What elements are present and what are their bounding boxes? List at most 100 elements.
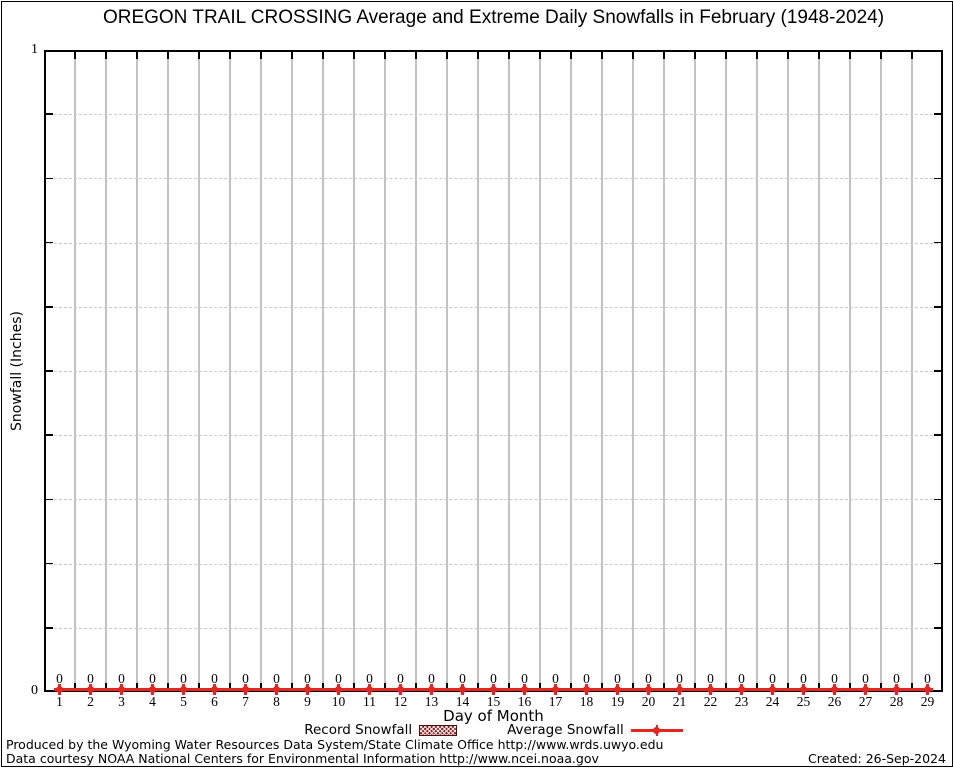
x-tick-label: 2 <box>87 694 94 709</box>
average-snowfall-point-marker <box>705 684 716 695</box>
x-tick-label: 28 <box>889 694 904 709</box>
y-tick-left <box>46 241 53 244</box>
average-snowfall-point-marker <box>519 684 530 695</box>
data-value-label: 0 <box>366 671 373 686</box>
data-value-label: 0 <box>521 671 528 686</box>
average-snowfall-point-marker <box>85 684 96 695</box>
x-tick-bottom <box>167 683 169 690</box>
average-snowfall-point-marker <box>54 684 65 695</box>
x-tick-bottom <box>787 683 789 690</box>
chart-title: OREGON TRAIL CROSSING Average and Extrem… <box>102 7 885 28</box>
average-snowfall-point-marker <box>767 684 778 695</box>
x-tick-top <box>384 52 386 59</box>
data-value-label: 0 <box>893 671 900 686</box>
x-tick-label: 1 <box>56 694 63 709</box>
data-value-label: 0 <box>831 671 838 686</box>
x-tick-bottom <box>74 683 76 690</box>
y-tick-left <box>46 113 53 115</box>
x-tick-top <box>291 52 293 59</box>
average-snowfall-point-marker <box>426 684 437 695</box>
data-value-label: 0 <box>862 671 869 686</box>
average-snowfall-point-marker <box>364 684 375 695</box>
x-tick-bottom <box>260 683 262 690</box>
x-tick-bottom <box>415 683 417 690</box>
y-tick-left <box>46 306 53 308</box>
x-tick-top <box>601 52 603 59</box>
x-tick-top <box>663 52 665 59</box>
x-tick-bottom <box>322 683 324 690</box>
average-snowfall-point-marker <box>457 684 468 695</box>
x-tick-bottom <box>539 683 541 690</box>
average-snowfall-point-marker <box>488 684 499 695</box>
x-tick-bottom <box>632 683 634 690</box>
x-tick-bottom <box>384 683 386 690</box>
legend-record-swatch-hatched-box-icon <box>419 724 458 736</box>
x-tick-bottom <box>508 683 510 690</box>
horizontal-gridline <box>44 499 943 501</box>
y-tick-right <box>934 241 941 244</box>
x-tick-label: 22 <box>703 694 718 709</box>
data-value-label: 0 <box>769 671 776 686</box>
x-tick-label: 26 <box>827 694 842 709</box>
average-snowfall-point-marker <box>209 684 220 695</box>
x-tick-bottom <box>198 683 200 690</box>
horizontal-gridline <box>44 242 943 244</box>
y-axis-label: Snowfall (Inches) <box>9 311 25 431</box>
x-tick-top <box>136 52 138 59</box>
horizontal-gridline <box>44 435 943 437</box>
data-value-label: 0 <box>428 671 435 686</box>
y-tick-right <box>934 177 941 180</box>
average-snowfall-point-marker <box>178 684 189 695</box>
average-snowfall-point-marker <box>395 684 406 695</box>
data-value-label: 0 <box>800 671 807 686</box>
horizontal-gridline <box>44 371 943 372</box>
x-tick-top <box>849 52 851 59</box>
x-tick-label: 14 <box>455 694 470 709</box>
x-tick-top <box>911 52 913 59</box>
x-tick-top <box>198 52 200 59</box>
data-value-label: 0 <box>707 671 714 686</box>
created-date-text: Created: 26-Sep-2024 <box>808 751 946 766</box>
average-snowfall-point-marker <box>829 684 840 695</box>
x-tick-top <box>632 52 634 59</box>
x-tick-bottom <box>663 683 665 690</box>
y-tick-label-min: 0 <box>31 683 38 698</box>
y-tick-left <box>46 434 53 436</box>
x-tick-top <box>322 52 324 59</box>
x-tick-bottom <box>477 683 479 690</box>
y-tick-left <box>46 562 53 565</box>
legend-average-label: Average Snowfall <box>507 722 624 738</box>
credit-wrds-text: Produced by the Wyoming Water Resources … <box>6 737 664 752</box>
y-tick-right <box>934 370 941 372</box>
average-snowfall-point-marker <box>550 684 561 695</box>
x-tick-top <box>508 52 510 59</box>
x-tick-top <box>74 52 76 59</box>
x-tick-label: 23 <box>734 694 749 709</box>
data-value-label: 0 <box>459 671 466 686</box>
horizontal-gridline <box>44 306 943 308</box>
average-snowfall-point-marker <box>798 684 809 695</box>
x-tick-label: 9 <box>304 694 311 709</box>
data-value-label: 0 <box>149 671 156 686</box>
data-value-label: 0 <box>273 671 280 686</box>
data-value-label: 0 <box>552 671 559 686</box>
x-tick-bottom <box>446 683 448 690</box>
x-tick-label: 12 <box>393 694 408 709</box>
x-tick-top <box>260 52 262 59</box>
x-tick-top <box>353 52 355 59</box>
data-value-label: 0 <box>397 671 404 686</box>
average-snowfall-point-marker <box>147 684 158 695</box>
data-value-label: 0 <box>676 671 683 686</box>
average-snowfall-point-marker <box>302 684 313 695</box>
x-tick-bottom <box>694 683 696 690</box>
average-snowfall-point-marker <box>891 684 902 695</box>
x-tick-top <box>725 52 727 59</box>
average-snowfall-point-marker <box>612 684 623 695</box>
average-snowfall-point-marker <box>333 684 344 695</box>
x-tick-label: 25 <box>796 694 811 709</box>
x-tick-top <box>818 52 820 59</box>
y-tick-right <box>934 627 941 629</box>
average-snowfall-point-marker <box>581 684 592 695</box>
x-tick-label: 17 <box>548 694 563 709</box>
x-tick-label: 20 <box>641 694 656 709</box>
